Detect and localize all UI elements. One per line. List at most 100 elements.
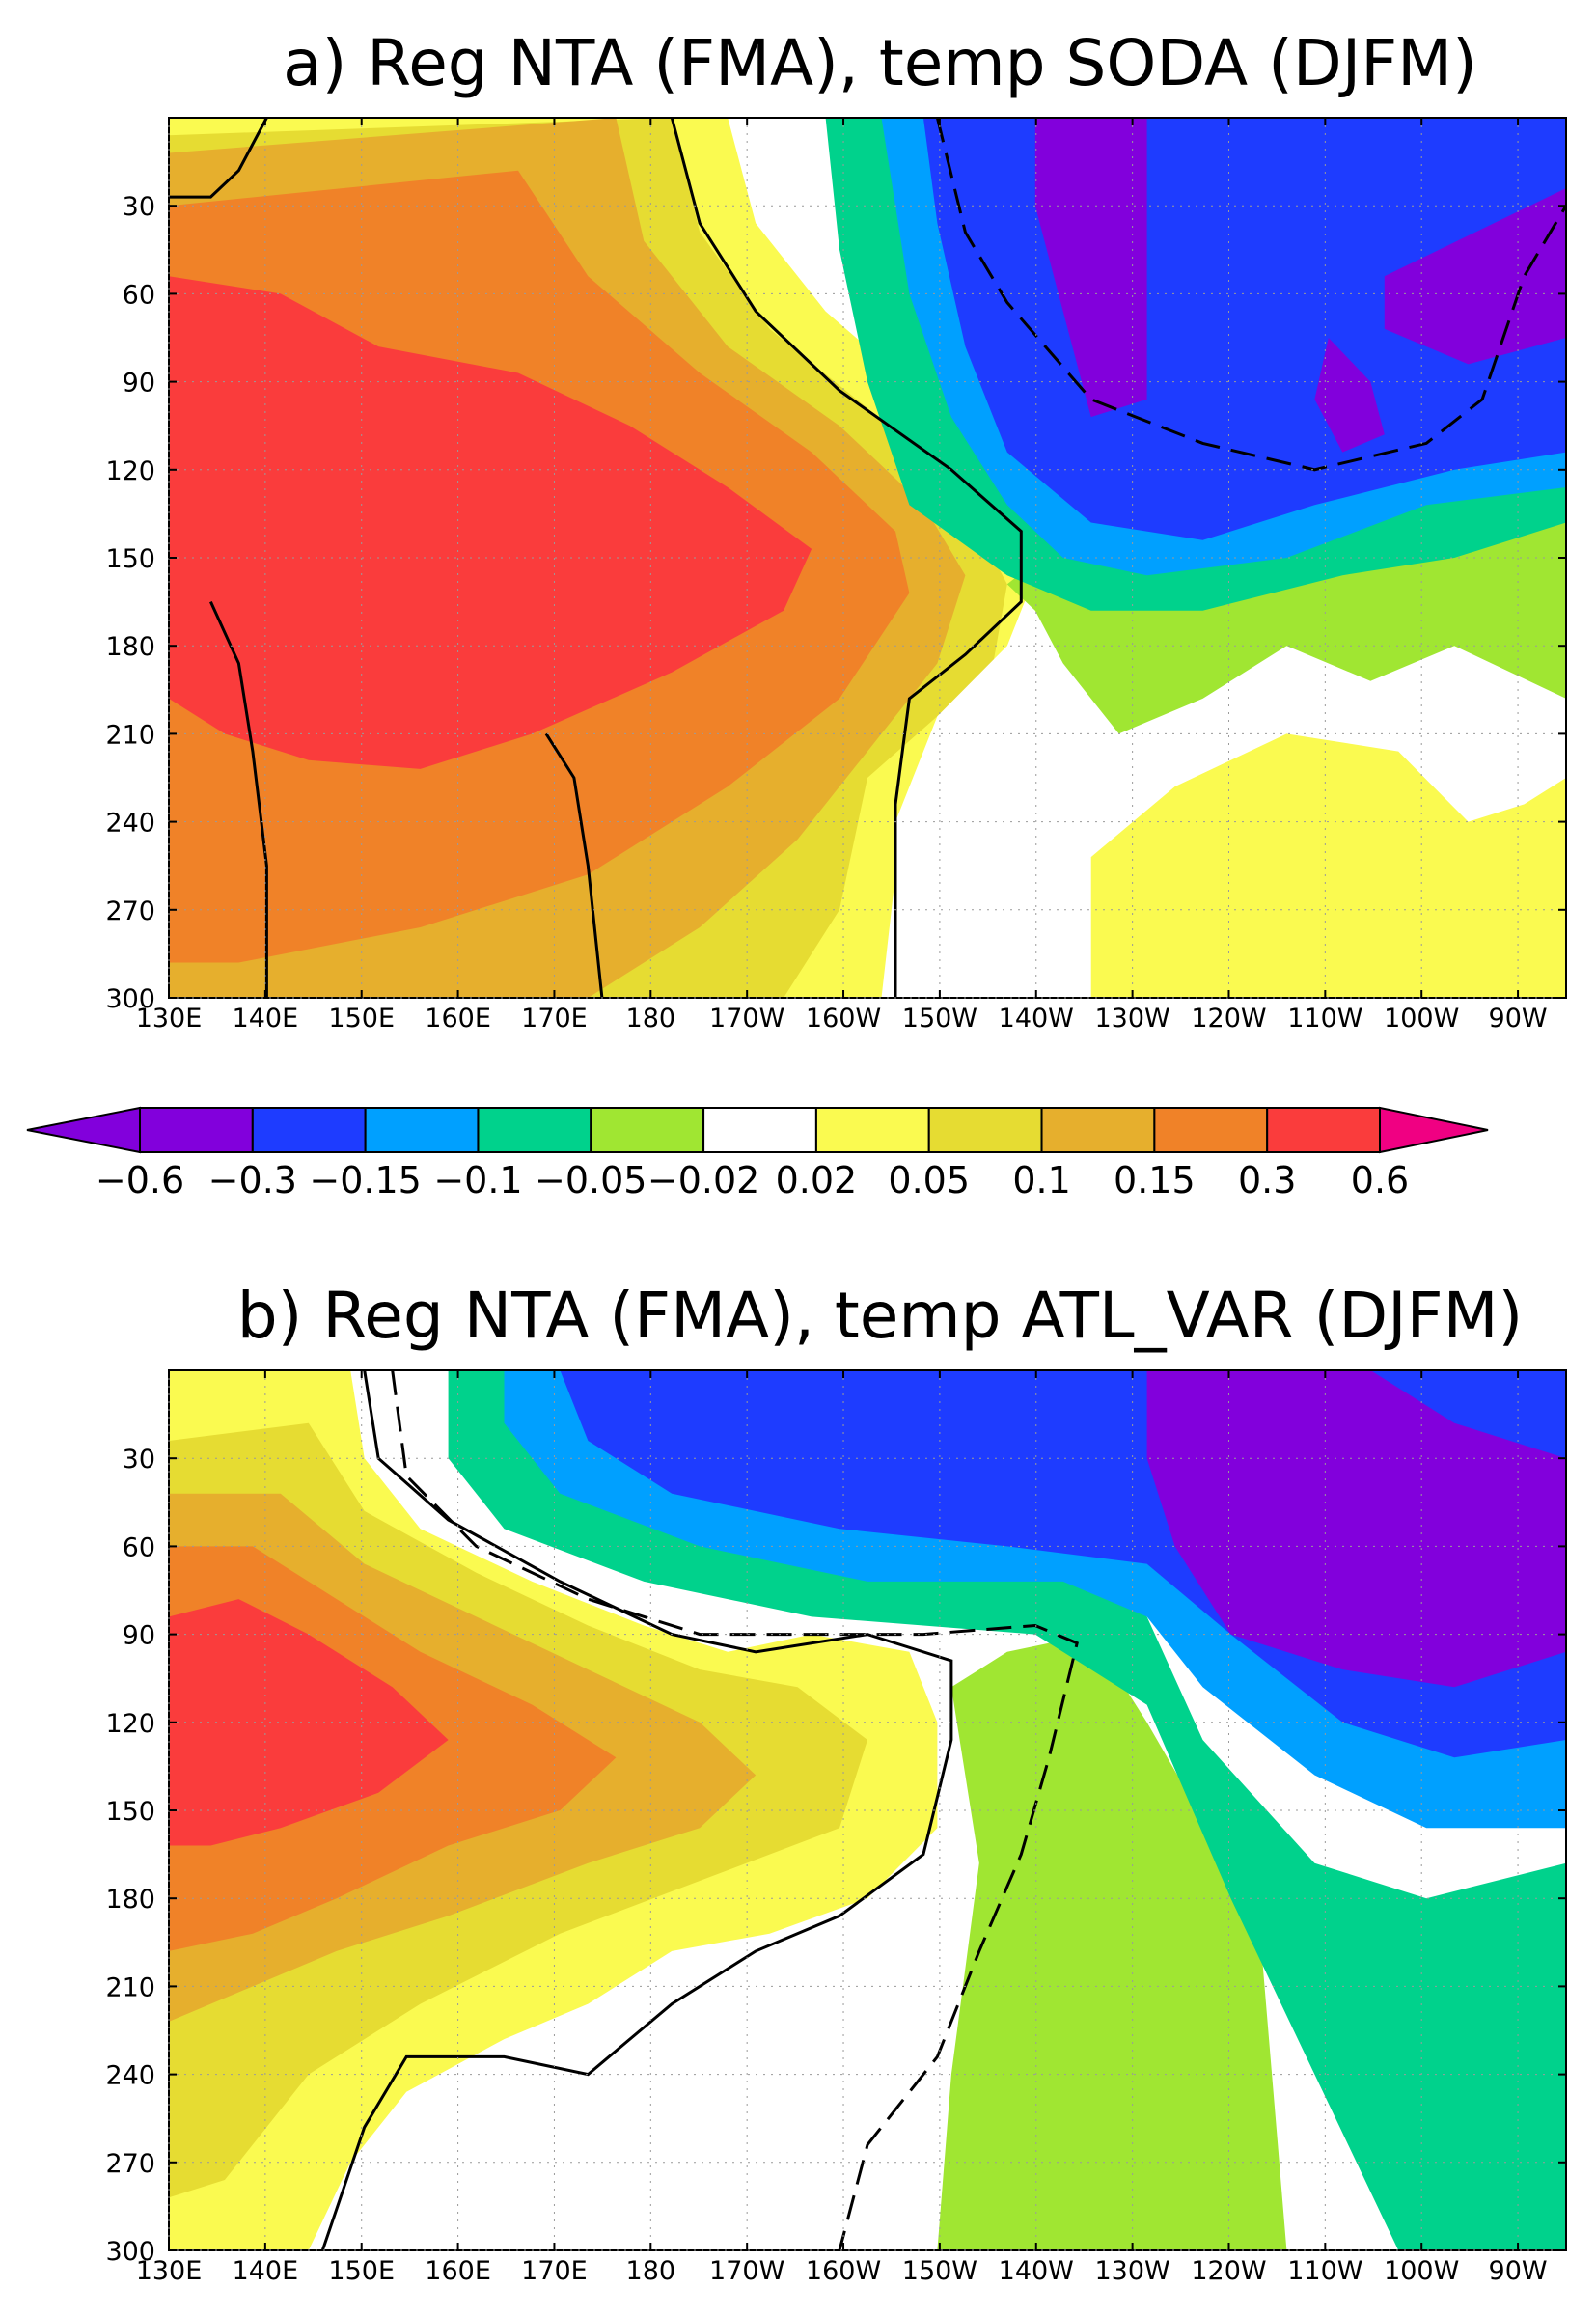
panel-b-xtick-label: 140W — [999, 2256, 1074, 2286]
colorbar-label: 0.1 — [1012, 1159, 1070, 1201]
panel-a-zero-contour-solid — [670, 118, 1023, 998]
panel-a-zero-lines — [169, 118, 1566, 998]
panel-a-ytick-label: 270 — [105, 896, 155, 926]
panel-a-xtick-label: 140W — [999, 1004, 1074, 1034]
colorbar-swatch — [364, 1107, 480, 1153]
colorbar-swatch — [1266, 1107, 1381, 1153]
panel-a-region — [1384, 188, 1566, 365]
panel-a-ytick-label: 240 — [105, 809, 155, 839]
panel-a-xtick-label: 160E — [425, 1004, 491, 1034]
panel-a-ytick-label: 210 — [105, 720, 155, 750]
panel-a-title: a) Reg NTA (FMA), temp SODA (DJFM) — [283, 26, 1477, 100]
panel-a-ytick-label: 60 — [123, 280, 155, 310]
panel-a-ytick-label: 300 — [105, 984, 155, 1014]
panel-b-ytick-label: 150 — [105, 1797, 155, 1827]
panel-a-region — [1090, 733, 1566, 998]
panel-a-region — [1314, 338, 1385, 453]
panel-b-xtick-label: 110W — [1287, 2256, 1362, 2286]
colorbar-label: −0.1 — [433, 1159, 522, 1201]
panel-a-zero-contour-solid — [169, 118, 268, 199]
colorbar-label: −0.6 — [96, 1159, 184, 1201]
panel-a-ytick-label: 90 — [123, 369, 155, 399]
panel-b-region — [1146, 1370, 1566, 1688]
panel-a-xtick-label: 100W — [1384, 1004, 1459, 1034]
panel-a-xtick-label: 130W — [1095, 1004, 1170, 1034]
panel-b-contours — [169, 1370, 1566, 2250]
colorbar-swatch — [139, 1107, 254, 1153]
panel-b-ytick-label: 300 — [105, 2237, 155, 2267]
panel-b-zero-contour-dashed — [391, 1370, 1079, 2250]
panel-a-zero-contour-dashed — [935, 118, 1566, 472]
panel-b-region — [937, 1634, 1287, 2250]
panel-b-ytick-label: 120 — [105, 1709, 155, 1739]
panel-a-field — [169, 118, 1566, 998]
panel-a-xtick-label: 180 — [626, 1004, 676, 1034]
colorbar-swatch — [814, 1107, 930, 1153]
panel-a-xtick-label: 140E — [233, 1004, 299, 1034]
panel-b-region — [448, 1370, 1566, 2250]
panel-b-xtick-label: 150E — [328, 2256, 395, 2286]
colorbar-swatch — [251, 1107, 367, 1153]
panel-a-xtick-label: 170E — [521, 1004, 588, 1034]
panel-b-ytick-label: 270 — [105, 2149, 155, 2179]
colorbar-label: 0.02 — [776, 1159, 858, 1201]
panel-b-xtick-label: 160E — [425, 2256, 491, 2286]
panel-a-region — [1034, 118, 1147, 418]
panel-b-ytick-label: 90 — [123, 1621, 155, 1651]
colorbar-label: −0.02 — [647, 1159, 759, 1201]
panel-b-xtick-label: 180 — [626, 2256, 676, 2286]
panel-a-region — [169, 276, 812, 769]
colorbar-label: 0.6 — [1351, 1159, 1409, 1201]
panel-a-zero-contour-solid — [544, 732, 604, 998]
panel-b-zero-contour-solid — [320, 1370, 953, 2250]
panel-b-xtick-label: 150W — [902, 2256, 977, 2286]
panel-b-ytick-label: 60 — [123, 1532, 155, 1562]
colorbar: −0.6 −0.3 −0.15 −0.1 −0.05 −0.02 0.02 0.05 0.1 0.… — [26, 1106, 1489, 1201]
panel-a-xtick-label: 110W — [1287, 1004, 1362, 1034]
panel-b-xtick-label: 160W — [806, 2256, 881, 2286]
panel-b-field — [169, 1370, 1566, 2250]
panel-a-xtick-label: 90W — [1489, 1004, 1548, 1034]
panel-a-xtick-label: 170W — [709, 1004, 784, 1034]
colorbar-label: −0.15 — [309, 1159, 421, 1201]
colorbar-arrow-right — [1379, 1106, 1489, 1154]
panel-b-axes: 130E 140E 150E 160E 170E 180 170W 160W 150W 140W 1… — [105, 1370, 1566, 2286]
colorbar-swatch — [590, 1107, 705, 1153]
panel-b-title: b) Reg NTA (FMA), temp ATL_VAR (DJFM) — [237, 1279, 1524, 1353]
panel-b-ytick-label: 210 — [105, 1972, 155, 2002]
panel-a-xtick-label: 150W — [902, 1004, 977, 1034]
panel-a-axes: 130E 140E 150E 160E 170E 180 170W 160W 150W 140W 1… — [105, 118, 1566, 1034]
panel-b-xtick-label: 140E — [233, 2256, 299, 2286]
colorbar-swatch — [477, 1107, 592, 1153]
panel-a-zero-contour-solid — [209, 600, 268, 998]
panel-b-xtick-label: 130E — [136, 2256, 203, 2286]
panel-b-ytick-label: 180 — [105, 1885, 155, 1915]
panel-b-xtick-label: 100W — [1384, 2256, 1459, 2286]
panel-a-xtick-label: 150E — [328, 1004, 395, 1034]
colorbar-label: 0.15 — [1114, 1159, 1196, 1201]
panel-b-ytick-label: 240 — [105, 2061, 155, 2091]
colorbar-arrow-left — [26, 1106, 141, 1154]
panel-a-ytick-label: 120 — [105, 456, 155, 486]
panel-a-ytick-label: 180 — [105, 632, 155, 662]
panel-a-xtick-label: 160W — [806, 1004, 881, 1034]
panel-b-xtick-label: 170W — [709, 2256, 784, 2286]
panel-b-xtick-label: 90W — [1489, 2256, 1548, 2286]
panel-b-xtick-label: 120W — [1191, 2256, 1266, 2286]
colorbar-swatch — [927, 1107, 1043, 1153]
panel-a-xtick-label: 130E — [136, 1004, 203, 1034]
colorbar-swatch — [1153, 1107, 1269, 1153]
panel-a-contours — [169, 118, 1566, 998]
colorbar-label: −0.05 — [535, 1159, 647, 1201]
panel-b-xtick-label: 170E — [521, 2256, 588, 2286]
panel-b-zero-lines — [320, 1370, 1079, 2250]
colorbar-swatch — [1040, 1107, 1156, 1153]
panel-b-xtick-label: 130W — [1095, 2256, 1170, 2286]
panel-b-ytick-label: 30 — [123, 1445, 155, 1475]
colorbar-swatch — [702, 1107, 817, 1153]
colorbar-label: 0.3 — [1238, 1159, 1296, 1201]
colorbar-label: 0.05 — [888, 1159, 970, 1201]
panel-a-ytick-label: 30 — [123, 192, 155, 222]
panel-a-ytick-label: 150 — [105, 544, 155, 574]
